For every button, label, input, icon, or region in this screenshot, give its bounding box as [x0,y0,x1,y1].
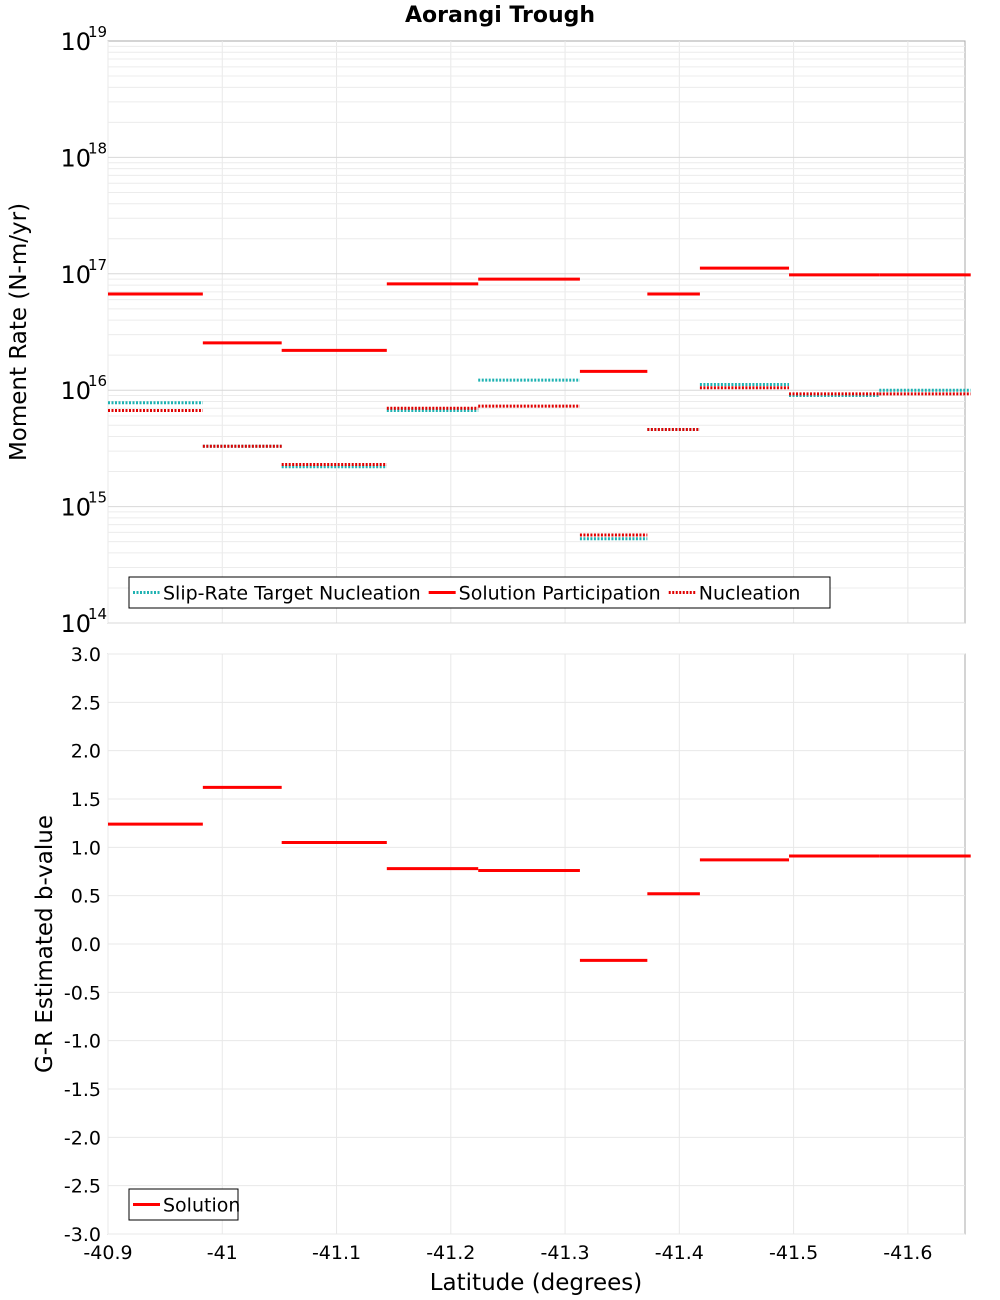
tick-exponent: 14 [88,605,107,623]
bottom-y-axis-label: G-R Estimated b-value [32,815,58,1073]
tick-exponent: 19 [88,23,107,41]
legend-entry: Solution [133,1195,240,1217]
bottom-y-tick-label: -2.5 [64,1176,101,1198]
chart-title: Aorangi Trough [405,3,595,28]
x-tick-label: -41.2 [426,1242,475,1264]
bottom-gridlines [107,653,965,1235]
series-nucleation [108,386,971,537]
x-tick-label: -41.5 [769,1242,818,1264]
tick-base: 10 [60,377,91,405]
top-legend: Slip-Rate Target Nucleation Solution Part… [128,576,831,609]
bottom-y-tick-label: 1.0 [71,837,101,859]
bottom-series-marks [108,785,971,962]
bottom-y-tick-label: -0.5 [64,982,101,1004]
x-tick-label: -41.1 [312,1242,361,1264]
bottom-y-tick-label: -2.0 [64,1127,101,1149]
tick-base: 10 [60,610,91,638]
top-series-marks [108,266,971,541]
x-axis-label: Latitude (degrees) [430,1270,643,1296]
tick-base: 10 [60,494,91,522]
legend-entry: Nucleation [668,583,801,605]
tick-base: 10 [60,144,91,172]
tick-exponent: 18 [88,139,107,157]
x-tick-label: -41.4 [655,1242,704,1264]
legend-entry: Slip-Rate Target Nucleation [133,583,421,605]
bottom-y-tick-label: 2.5 [71,692,101,714]
bottom-y-tick-label: -1.0 [64,1031,101,1053]
legend-label: Nucleation [699,583,801,605]
bottom-y-tick-label: 1.5 [71,789,101,811]
bottom-panel: -3.0 -2.5 -2.0 -1.5 -1.0 -0.5 0.0 0.5 1.0 1.5 2.0 2… [32,644,971,1246]
legend-label: Solution [163,1195,240,1217]
x-ticks: -40.9 -41 -41.1 -41.2 -41.3 -41.4 -41.5 -41.6 [83,1242,932,1264]
series-solution [108,785,971,962]
bottom-y-tick-label: -1.5 [64,1079,101,1101]
tick-exponent: 16 [88,372,107,390]
x-tick-label: -41.3 [540,1242,589,1264]
x-tick-label: -40.9 [83,1242,132,1264]
bottom-y-tick-label: 3.0 [71,644,101,666]
top-plot-frame [107,40,966,624]
tick-exponent: 15 [88,489,107,507]
legend-box [128,576,831,609]
tick-exponent: 17 [88,256,107,274]
tick-base: 10 [60,261,91,289]
top-y-axis-label: Moment Rate (N-m/yr) [6,203,32,461]
legend-label: Slip-Rate Target Nucleation [163,583,421,605]
bottom-legend: Solution [128,1188,240,1221]
bottom-y-tick-label: 0.0 [71,934,101,956]
x-tick-label: -41.6 [883,1242,932,1264]
legend-entry: Solution Participation [428,583,661,605]
tick-base: 10 [60,28,91,56]
series-solution-participation [108,266,971,373]
bottom-y-tick-label: 0.5 [71,886,101,908]
bottom-y-ticks: -3.0 -2.5 -2.0 -1.5 -1.0 -0.5 0.0 0.5 1.0 1.5 2.0 2… [64,644,101,1246]
x-tick-label: -41 [207,1242,238,1264]
bottom-y-tick-label: 2.0 [71,741,101,763]
legend-label: Solution Participation [459,583,661,605]
bottom-y-tick-label: -3.0 [64,1224,101,1246]
